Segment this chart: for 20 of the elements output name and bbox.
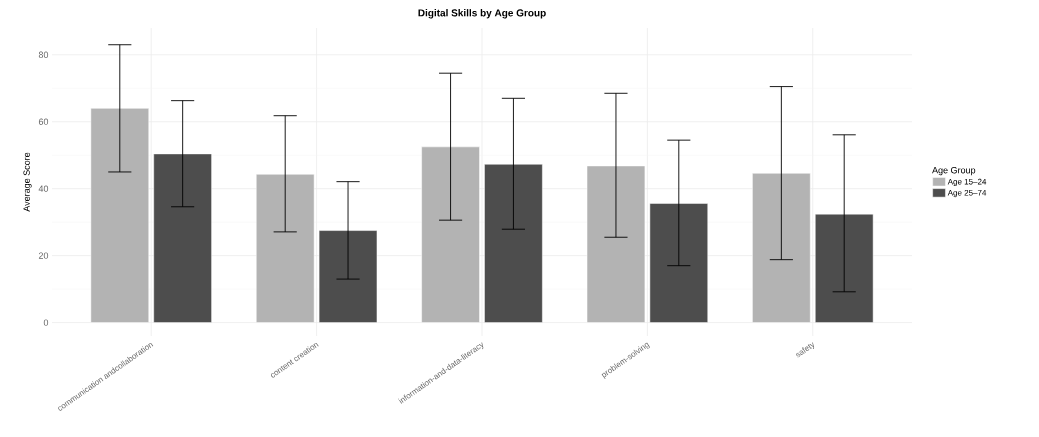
- bar: [90, 108, 149, 323]
- y-tick-label: 80: [38, 51, 49, 58]
- bar: [752, 173, 811, 323]
- bar: [484, 164, 543, 323]
- bar: [256, 174, 315, 323]
- legend-title: Age Group: [932, 167, 976, 176]
- y-tick-label: 60: [38, 118, 49, 125]
- bar: [815, 213, 874, 323]
- legend-label: Age 15–24: [947, 178, 987, 187]
- bar: [649, 203, 708, 323]
- y-axis-title: Average Score: [23, 152, 32, 212]
- y-tick-label: 40: [38, 185, 49, 192]
- y-tick-label: 20: [38, 252, 49, 259]
- chart-title: Digital Skills by Age Group: [418, 9, 546, 19]
- legend-label: Age 25–74: [947, 189, 987, 198]
- bar: [153, 153, 212, 323]
- bar: [318, 230, 378, 323]
- bar: [586, 165, 646, 323]
- y-tick-label: 0: [43, 319, 49, 326]
- bar: [421, 146, 480, 323]
